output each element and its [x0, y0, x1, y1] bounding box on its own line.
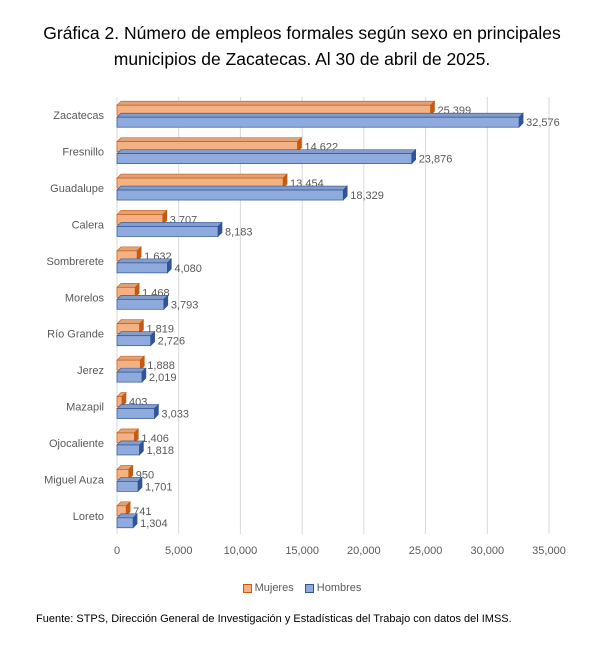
category-label: Ojocaliente — [49, 438, 104, 450]
x-tick-label: 25,000 — [409, 545, 443, 557]
data-label: 741 — [133, 506, 151, 518]
category-label: Mazapil — [66, 402, 104, 414]
chart-title-line-2: municipios de Zacatecas. Al 30 de abril … — [113, 49, 491, 69]
data-label: 1,304 — [140, 518, 168, 530]
legend-item-mujeres: Mujeres — [242, 582, 294, 594]
x-tick-label: 35,000 — [532, 545, 566, 557]
bar-top-hombres — [116, 294, 169, 300]
data-label: 1,701 — [145, 481, 173, 493]
bar-hombres — [116, 153, 413, 164]
data-label: 1,888 — [147, 360, 175, 372]
bar-hombres — [116, 481, 139, 492]
bar-top-hombres — [116, 149, 417, 154]
category-label: Guadalupe — [50, 183, 104, 195]
legend-item-hombres: Hombres — [304, 582, 362, 594]
bar-top-mujeres — [116, 173, 288, 179]
bar-hombres — [116, 517, 134, 529]
bar-hombres — [116, 444, 140, 456]
bar-top-hombres — [116, 331, 156, 337]
category-label: Morelos — [65, 292, 105, 304]
data-label: 2,019 — [149, 372, 177, 384]
legend-swatch-mujeres — [242, 583, 252, 593]
category-label: Calera — [72, 219, 105, 231]
data-label: 4,080 — [174, 263, 202, 275]
legend-label-hombres: Hombres — [316, 582, 362, 594]
data-label: 1,818 — [146, 445, 174, 457]
bar-hombres — [116, 226, 219, 237]
chart-legend: Mujeres Hombres — [0, 582, 604, 596]
bar-hombres — [116, 298, 165, 310]
bar-top-hombres — [116, 258, 173, 264]
bar-top-hombres — [116, 112, 524, 118]
bar-top-hombres — [116, 367, 147, 373]
bar-hombres — [116, 189, 344, 201]
bar-top-hombres — [116, 185, 348, 191]
data-label: 3,033 — [161, 409, 189, 421]
bar-hombres — [116, 116, 520, 128]
data-label: 18,329 — [350, 190, 384, 202]
bar-hombres — [116, 371, 143, 383]
source-note: Fuente: STPS, Dirección General de Inves… — [36, 613, 512, 625]
data-label: 23,876 — [419, 154, 453, 166]
category-label: Loreto — [73, 511, 104, 523]
category-label: Zacatecas — [53, 110, 104, 122]
bar-top-mujeres — [116, 319, 145, 325]
bar-top-mujeres — [116, 137, 303, 142]
bar-top-mujeres — [116, 355, 146, 361]
bar-top-mujeres — [116, 100, 436, 106]
x-tick-label: 30,000 — [470, 545, 504, 557]
x-tick-label: 15,000 — [285, 545, 319, 557]
bar-hombres — [116, 408, 155, 419]
bar-top-hombres — [116, 404, 160, 409]
data-label: 2,726 — [158, 336, 186, 348]
category-label: Miguel Auza — [44, 474, 105, 486]
data-label: 8,183 — [225, 226, 253, 238]
x-tick-label: 10,000 — [224, 545, 258, 557]
legend-swatch-hombres — [304, 583, 314, 593]
category-label: Fresnillo — [62, 147, 104, 159]
bar-top-hombres — [116, 222, 223, 227]
data-label: 3,793 — [171, 299, 199, 311]
category-label: Sombrerete — [47, 256, 104, 268]
data-label: 1,406 — [141, 433, 169, 445]
legend-label-mujeres: Mujeres — [254, 582, 294, 594]
bar-hombres — [116, 262, 168, 274]
chart-title-line-1: Gráfica 2. Número de empleos formales se… — [43, 23, 561, 43]
chart-title: Gráfica 2. Número de empleos formales se… — [10, 20, 594, 72]
bar-hombres — [116, 335, 151, 347]
x-tick-label: 5,000 — [165, 545, 193, 557]
bar-top-hombres — [116, 440, 145, 446]
category-label: Jerez — [77, 365, 104, 377]
category-label: Río Grande — [47, 329, 104, 341]
x-tick-label: 20,000 — [347, 545, 381, 557]
x-tick-label: 0 — [114, 545, 120, 557]
data-label: 32,576 — [526, 117, 560, 129]
bar-top-mujeres — [116, 210, 168, 215]
